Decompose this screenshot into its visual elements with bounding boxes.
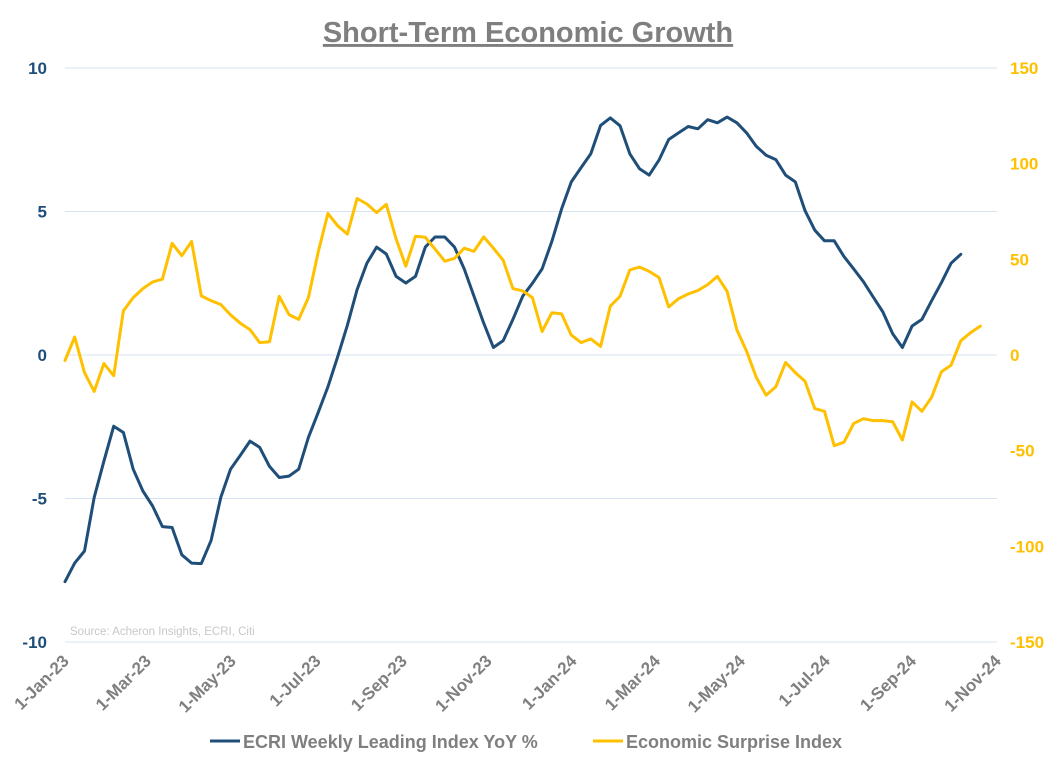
series-lines: [63, 115, 982, 584]
right-y-tick-label: 50: [1010, 250, 1029, 269]
x-tick-label: 1-Sep-23: [347, 651, 411, 715]
right-y-tick-label: -100: [1010, 537, 1044, 556]
x-tick-label: 1-Sep-24: [856, 651, 920, 715]
left-y-tick-label: -5: [32, 490, 47, 509]
right-y-tick-label: 150: [1010, 59, 1038, 78]
x-tick-label: 1-May-23: [175, 651, 240, 716]
right-y-tick-label: -50: [1010, 442, 1035, 461]
left-y-tick-label: 10: [28, 59, 47, 78]
source-note: Source: Acheron Insights, ECRI, Citi: [70, 626, 255, 638]
x-tick-label: 1-May-24: [684, 651, 749, 716]
legend: ECRI Weekly Leading Index YoY % Economic…: [210, 732, 842, 752]
chart-title: Short-Term Economic Growth: [323, 17, 733, 49]
x-tick-label: 1-Jan-24: [518, 651, 581, 714]
left-y-tick-label: 0: [38, 346, 47, 365]
x-tick-label: 1-Mar-24: [601, 651, 664, 714]
legend-label-ecri: ECRI Weekly Leading Index YoY %: [243, 732, 538, 752]
x-tick-label: 1-Jul-23: [266, 651, 325, 710]
left-y-axis: 10 5 0 -5 -10: [22, 59, 47, 652]
x-tick-label: 1-Nov-24: [941, 651, 1006, 716]
x-tick-label: 1-Nov-23: [431, 651, 495, 715]
right-y-tick-label: -150: [1010, 633, 1044, 652]
left-y-tick-label: 5: [38, 203, 47, 222]
x-tick-label: 1-Jan-23: [11, 651, 73, 713]
x-axis: 1-Jan-23 1-Mar-23 1-May-23 1-Jul-23 1-Sep-23…: [11, 651, 1006, 716]
left-y-tick-label: -10: [22, 633, 47, 652]
x-tick-label: 1-Jul-24: [775, 651, 834, 710]
surprise-series-line: [63, 197, 982, 448]
legend-label-surprise: Economic Surprise Index: [626, 732, 842, 752]
right-y-axis: 150 100 50 0 -50 -100 -150: [1010, 59, 1044, 652]
x-tick-label: 1-Mar-23: [92, 651, 155, 714]
ecri-series-line: [63, 115, 963, 584]
right-y-tick-label: 100: [1010, 155, 1038, 174]
right-y-tick-label: 0: [1010, 346, 1019, 365]
